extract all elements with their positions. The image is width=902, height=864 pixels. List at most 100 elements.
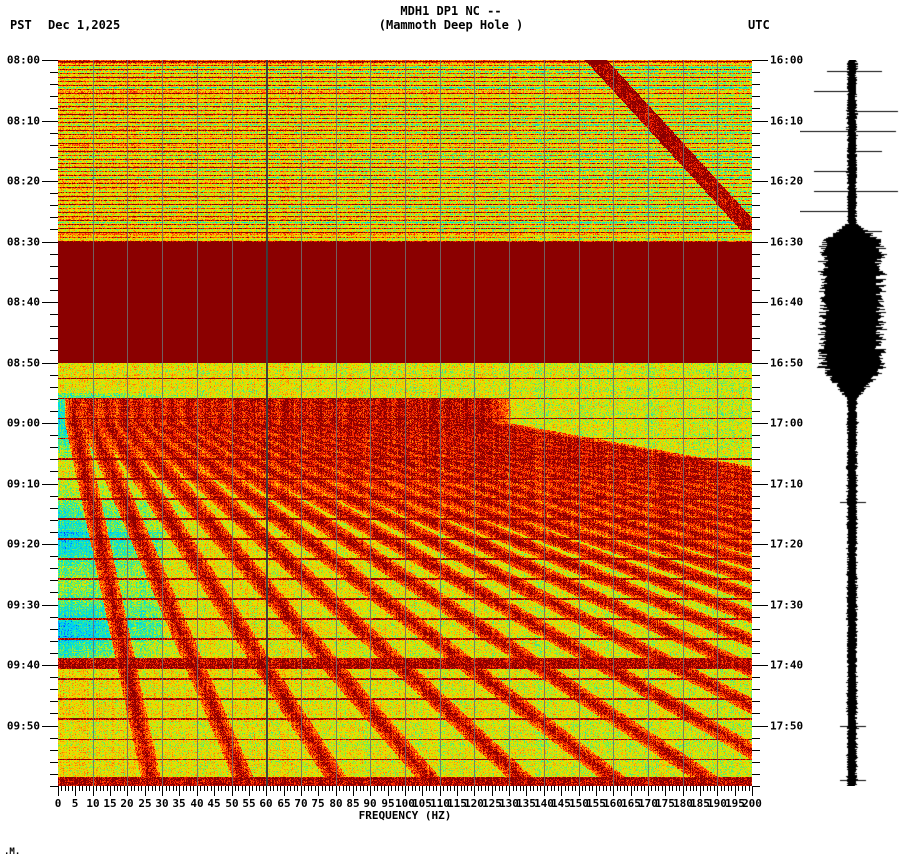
tick-minor-pst [50,701,58,702]
tick-minor-utc [752,338,760,339]
time-label-utc-1650: 16:50 [770,356,804,370]
tick-minor-utc [752,701,760,702]
tick-minor-pst [50,580,58,581]
freq-tick-major [162,786,163,796]
page-header: PST Dec 1,2025 MDH1 DP1 NC -- (Mammoth D… [0,0,902,52]
freq-tick-minor [120,786,121,791]
freq-tick-major [648,786,649,796]
freq-tick-minor [339,786,340,791]
tick-minor-pst [50,689,58,690]
time-label-utc-1710: 17:10 [770,477,804,491]
freq-tick-minor [68,786,69,791]
freq-tick-minor [686,786,687,791]
tick-minor-utc [752,471,760,472]
freq-tick-minor [381,786,382,791]
time-label-pst-0850: 08:50 [6,356,40,370]
freq-tick-major [492,786,493,796]
freq-tick-minor [502,786,503,791]
spectrogram-plot[interactable] [58,60,752,786]
freq-tick-minor [467,786,468,791]
freq-tick-minor [669,786,670,791]
freq-tick-minor [582,786,583,791]
freq-label-55: 55 [242,797,256,810]
freq-tick-minor [138,786,139,791]
tick-minor-utc [752,72,760,73]
freq-tick-minor [152,786,153,791]
tick-major-pst [42,605,58,606]
tick-minor-pst [50,108,58,109]
freq-tick-minor [349,786,350,791]
page-subtitle: (Mammoth Deep Hole ) [378,18,524,32]
freq-tick-minor [204,786,205,791]
freq-tick-major [509,786,510,796]
tick-minor-utc [752,520,760,521]
freq-tick-minor [520,786,521,791]
tick-major-pst [42,726,58,727]
freq-tick-minor [377,786,378,791]
freq-tick-minor [481,786,482,791]
freq-tick-minor [395,786,396,791]
freq-label-10: 10 [86,797,100,810]
freq-tick-minor [620,786,621,791]
tick-minor-pst [50,399,58,400]
freq-tick-major [613,786,614,796]
tick-major-pst [42,302,58,303]
freq-tick-minor [655,786,656,791]
freq-tick-minor [193,786,194,791]
freq-tick-minor [221,786,222,791]
tick-minor-utc [752,496,760,497]
tick-minor-pst [50,617,58,618]
freq-tick-minor [89,786,90,791]
freq-tick-minor [471,786,472,791]
tick-minor-pst [50,556,58,557]
tick-major-pst [42,60,58,61]
freq-tick-minor [329,786,330,791]
tick-major-pst [42,544,58,545]
freq-label-185: 185 [690,797,710,810]
freq-label-15: 15 [103,797,117,810]
freq-tick-minor [558,786,559,791]
freq-tick-major [596,786,597,796]
time-label-pst-0840: 08:40 [6,295,40,309]
freq-tick-major [145,786,146,796]
tick-minor-pst [50,471,58,472]
freq-tick-major [179,786,180,796]
freq-tick-minor [325,786,326,791]
freq-tick-major [579,786,580,796]
tick-major-utc [752,363,768,364]
freq-tick-major [735,786,736,796]
freq-tick-minor [644,786,645,791]
freq-tick-major [474,786,475,796]
freq-tick-minor [252,786,253,791]
freq-tick-minor [745,786,746,791]
freq-tick-minor [273,786,274,791]
tick-minor-utc [752,556,760,557]
freq-tick-minor [211,786,212,791]
freq-tick-minor [533,786,534,791]
freq-tick-minor [131,786,132,791]
freq-tick-minor [290,786,291,791]
tick-minor-utc [752,145,760,146]
frequency-axis: 0 5 10 15 20 25 30 35 40 45 50 55 60 65 70 75 80 85 90 95 10… [55,786,762,826]
freq-tick-minor [86,786,87,791]
timezone-label-right: UTC [748,18,770,32]
freq-tick-minor [641,786,642,791]
tick-major-pst [42,242,58,243]
tick-minor-utc [752,532,760,533]
tick-minor-pst [50,568,58,569]
freq-label-180: 180 [673,797,693,810]
freq-tick-minor [159,786,160,791]
freq-tick-minor [436,786,437,791]
tick-minor-utc [752,677,760,678]
freq-label-5: 5 [71,797,79,810]
tick-minor-utc [752,738,760,739]
freq-tick-major [405,786,406,796]
freq-tick-minor [402,786,403,791]
freq-tick-minor [523,786,524,791]
freq-label-20: 20 [120,797,134,810]
freq-tick-minor [551,786,552,791]
spectrogram-canvas[interactable] [58,60,752,786]
tick-minor-pst [50,411,58,412]
freq-tick-minor [79,786,80,791]
freq-label-80: 80 [329,797,343,810]
